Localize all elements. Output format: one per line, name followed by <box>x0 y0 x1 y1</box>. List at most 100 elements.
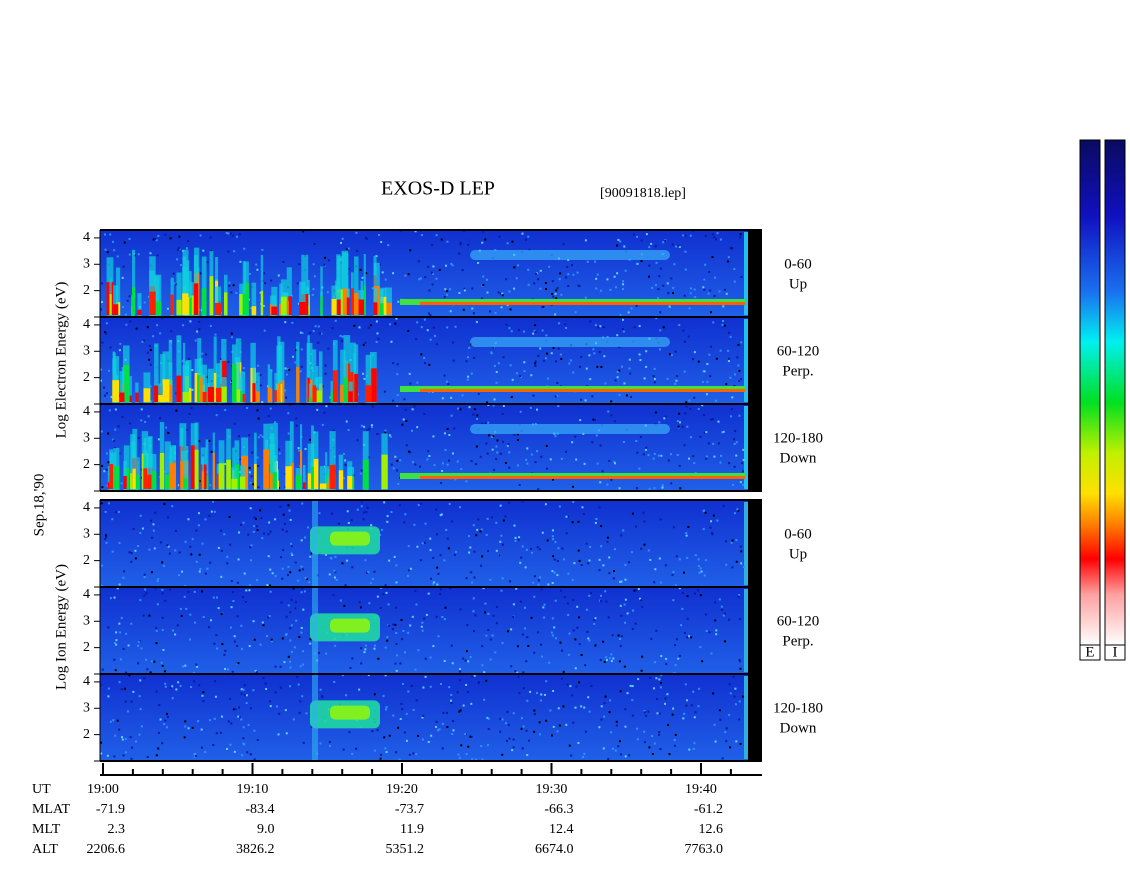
spectrogram-pixel <box>202 249 205 252</box>
spectrogram-pixel <box>477 392 480 395</box>
spectrogram-pixel <box>685 704 688 707</box>
spectrogram-pixel <box>733 280 736 283</box>
spectrogram-pixel <box>342 452 345 455</box>
spectrogram-pixel <box>269 407 272 410</box>
spectrogram-pixel <box>716 519 719 522</box>
spectrogram-pixel <box>444 606 447 609</box>
spectrogram-pixel <box>263 329 266 332</box>
spectrogram-pixel <box>554 599 557 602</box>
colorbar-label: I <box>1113 644 1118 660</box>
spectrogram-pixel <box>331 512 334 515</box>
spectrogram-pixel <box>714 276 717 279</box>
spectrogram-pixel <box>661 483 664 486</box>
spectrogram-pixel <box>551 734 554 737</box>
spectrogram-pixel <box>429 685 432 688</box>
spectrogram-burst <box>348 391 353 402</box>
spectrogram-pixel <box>557 347 560 350</box>
spectrogram-pixel <box>208 514 211 517</box>
spectrogram-pixel <box>163 503 166 506</box>
spectrogram-pixel <box>292 587 295 590</box>
spectrogram-pixel <box>536 408 539 411</box>
spectrogram-pixel <box>309 638 312 641</box>
spectrogram-pixel <box>157 747 160 750</box>
spectrogram-pixel <box>693 716 696 719</box>
spectrogram-pixel <box>230 580 233 583</box>
spectrogram-burst <box>180 461 184 489</box>
spectrogram-pixel <box>390 340 393 343</box>
spectrogram-pixel <box>477 261 480 264</box>
spectrogram-pixel <box>267 616 270 619</box>
spectrogram-pixel <box>472 597 475 600</box>
spectrogram-pixel <box>603 702 606 705</box>
spectrogram-pixel <box>104 538 107 541</box>
spectrogram-pixel <box>122 754 125 757</box>
spectrogram-pixel <box>137 253 140 256</box>
spectrogram-pixel <box>212 596 215 599</box>
spectrogram-pixel <box>654 283 657 286</box>
spectrogram-burst <box>113 285 119 317</box>
spectrogram-pixel <box>694 711 697 714</box>
spectrogram-burst <box>308 383 312 404</box>
spectrogram-pixel <box>243 247 246 250</box>
spectrogram-burst <box>109 294 112 315</box>
spectrogram-pixel <box>188 413 191 416</box>
spectrogram-pixel <box>703 431 706 434</box>
spectrogram-pixel <box>104 248 107 251</box>
spectrogram-pixel <box>433 334 436 337</box>
spectrogram-pixel <box>242 688 245 691</box>
spectrogram-pixel <box>427 450 430 453</box>
spectrogram-pixel <box>143 573 146 576</box>
spectrogram-pixel <box>712 514 715 517</box>
spectrogram-pixel <box>105 536 108 539</box>
spectrogram-pixel <box>427 741 430 744</box>
spectrogram-pixel <box>657 454 660 457</box>
spectrogram-pixel <box>735 740 738 743</box>
spectrogram-burst <box>316 390 323 402</box>
spectrogram-pixel <box>200 728 203 731</box>
spectrogram-pixel <box>435 277 438 280</box>
spectrogram-pixel <box>697 407 700 410</box>
spectrogram-pixel <box>648 246 651 249</box>
spectrogram-pixel <box>589 545 592 548</box>
spectrogram-pixel <box>527 739 530 742</box>
spectrogram-pixel <box>526 447 529 450</box>
spectrogram-pixel <box>683 631 686 634</box>
spectrogram-pixel <box>613 275 616 278</box>
spectrogram-pixel <box>239 260 242 263</box>
spectrogram-pixel <box>459 242 462 245</box>
spectrogram-pixel <box>512 746 515 749</box>
spectrogram-pixel <box>719 349 722 352</box>
spectrogram-pixel <box>573 562 576 565</box>
spectrogram-pixel <box>577 741 580 744</box>
spectrogram-burst <box>109 463 114 489</box>
spectrogram-pixel <box>506 630 509 633</box>
spectrogram-pixel <box>380 587 383 590</box>
spectrogram-pixel <box>609 699 612 702</box>
spectrogram-pixel <box>119 631 122 634</box>
spectrogram-pixel <box>477 681 480 684</box>
spectrogram-pixel <box>676 453 679 456</box>
orbit-value: 7763.0 <box>685 842 724 857</box>
spectrogram-pixel <box>582 513 585 516</box>
spectrogram-pixel <box>556 394 559 397</box>
spectrogram-pixel <box>605 656 608 659</box>
orbit-value: 3826.2 <box>236 842 275 857</box>
spectrogram-pixel <box>282 513 285 516</box>
spectrogram-pixel <box>499 504 502 507</box>
spectrogram-pixel <box>684 234 687 237</box>
spectrogram-pixel <box>266 635 269 638</box>
spectrogram-pixel <box>606 483 609 486</box>
spectrogram-pixel <box>363 425 366 428</box>
spectrogram-pixel <box>510 330 513 333</box>
spectrogram-pixel <box>388 559 391 562</box>
spectrogram-pixel <box>481 422 484 425</box>
spectrogram-pixel <box>197 512 200 515</box>
spectrogram-pixel <box>712 321 715 324</box>
spectrogram-pixel <box>124 738 127 741</box>
spectrogram-pixel <box>529 690 532 693</box>
y-tick-label: 2 <box>83 370 90 385</box>
spectrogram-pixel <box>667 291 670 294</box>
spectrogram-pixel <box>457 407 460 410</box>
spectrogram-pixel <box>719 718 722 721</box>
